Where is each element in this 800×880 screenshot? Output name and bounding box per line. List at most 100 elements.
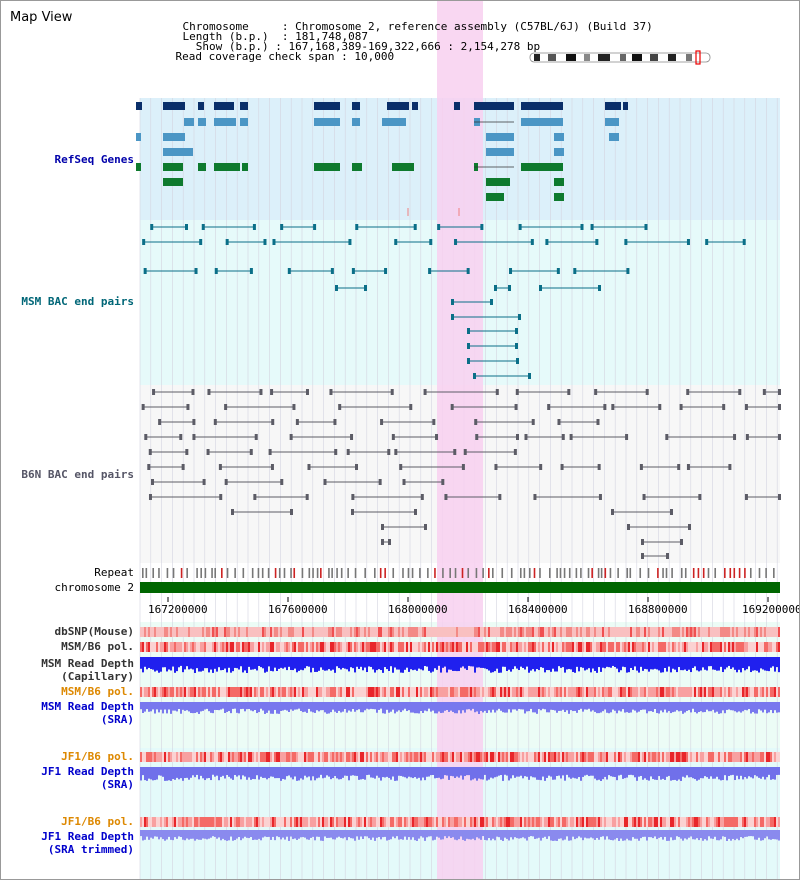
dbsnp-heat <box>318 627 320 637</box>
dbsnp-heat <box>728 627 730 637</box>
jf1-b6-pol-heat <box>552 817 554 827</box>
jf1-b6-pol-heat <box>370 817 372 827</box>
jf1-b6-pol-heat <box>174 752 176 762</box>
jf1-b6-pol-heat <box>154 752 156 762</box>
track-label-b6n-bac[interactable]: B6N BAC end pairs <box>21 468 134 481</box>
track-label-jf1-b6-pol-2[interactable]: JF1/B6 pol. <box>61 815 134 828</box>
jf1-b6-pol-heat <box>474 817 476 827</box>
jf1-b6-pol-heat <box>628 752 630 762</box>
track-label-jf1-depth-sra[interactable]: JF1 Read Depth <box>41 765 134 778</box>
jf1-b6-pol-heat <box>308 752 310 762</box>
msm-b6-pol-heat <box>370 687 372 697</box>
jf1-depth-sra-bar <box>268 767 270 779</box>
track-label-msm-bac[interactable]: MSM BAC end pairs <box>21 295 134 308</box>
msm-b6-pol-heat <box>368 642 370 652</box>
jf1-b6-pol-heat <box>490 817 492 827</box>
jf1-depth-trimmed-bar <box>750 830 752 837</box>
gene-exon <box>454 102 460 110</box>
jf1-depth-sra-bar <box>590 767 592 776</box>
msm-b6-pol-heat <box>506 687 508 697</box>
ideogram-band <box>668 54 676 61</box>
dbsnp-heat <box>760 627 762 637</box>
dbsnp-heat <box>580 627 582 637</box>
jf1-b6-pol-heat <box>230 752 232 762</box>
msm-b6-pol-heat <box>168 642 170 652</box>
track-label-jf1-depth-trimmed[interactable]: JF1 Read Depth <box>41 830 134 843</box>
jf1-depth-trimmed-bar <box>598 830 600 840</box>
track-label-dbsnp[interactable]: dbSNP(Mouse) <box>54 625 134 638</box>
msm-depth-capillary-bar <box>698 657 700 672</box>
jf1-b6-pol-heat <box>290 752 292 762</box>
jf1-depth-trimmed-bar <box>168 830 170 837</box>
msm-depth-sra-bar <box>314 702 316 713</box>
dbsnp-heat <box>244 627 246 637</box>
jf1-depth-trimmed-bar <box>652 830 654 839</box>
msm-depth-sra-bar <box>702 702 704 713</box>
msm-depth-sra-bar <box>508 702 510 710</box>
jf1-b6-pol-heat <box>590 752 592 762</box>
repeat-mark <box>738 568 741 578</box>
msm-depth-capillary-bar <box>200 657 202 672</box>
jf1-depth-sra-bar <box>252 767 254 779</box>
jf1-depth-trimmed-bar <box>534 830 536 839</box>
msm-b6-pol-heat <box>434 687 436 697</box>
track-label-msm-depth-capillary[interactable]: MSM Read Depth <box>41 657 134 670</box>
msm-b6-pol-heat <box>626 687 628 697</box>
dbsnp-heat <box>194 627 196 637</box>
msm-b6-pol-heat <box>224 642 226 652</box>
repeat-mark <box>580 568 582 578</box>
jf1-depth-trimmed-bar <box>180 830 182 837</box>
msm-depth-sra-bar <box>532 702 534 713</box>
msm-depth-capillary-bar <box>374 657 376 673</box>
repeat-mark <box>274 568 277 578</box>
jf1-b6-pol-heat <box>370 752 372 762</box>
msm-b6-pol-heat <box>382 687 384 697</box>
jf1-depth-sra-bar <box>144 767 146 781</box>
gene-exon <box>352 163 362 171</box>
jf1-b6-pol-heat <box>690 752 692 762</box>
jf1-depth-trimmed-bar <box>444 830 446 837</box>
b6n-bac-pair-end <box>259 389 263 395</box>
b6n-bac-pair-end <box>698 494 702 500</box>
jf1-depth-sra-bar <box>422 767 424 778</box>
msm-b6-pol-heat <box>450 642 452 652</box>
jf1-b6-pol-heat <box>214 817 216 827</box>
jf1-b6-pol-heat <box>268 752 270 762</box>
b6n-bac-pair-end <box>147 464 151 470</box>
dbsnp-heat <box>572 627 574 637</box>
track-label-msm-b6-pol-1[interactable]: MSM/B6 pol. <box>61 640 134 653</box>
gene-exon <box>486 193 504 201</box>
b6n-bac-pair-end <box>514 404 518 410</box>
jf1-depth-trimmed-bar <box>778 830 780 841</box>
dbsnp-heat <box>440 627 442 637</box>
jf1-depth-trimmed-bar <box>518 830 520 839</box>
msm-depth-sra-bar <box>640 702 642 711</box>
b6n-bac-pair-end <box>539 464 543 470</box>
track-label-msm-depth-sra[interactable]: MSM Read Depth <box>41 700 134 713</box>
jf1-depth-sra-bar <box>476 767 478 781</box>
track-label-refseq[interactable]: RefSeq Genes <box>54 153 134 166</box>
track-label-msm-b6-pol-2[interactable]: MSM/B6 pol. <box>61 685 134 698</box>
msm-bac-pair-end <box>556 268 560 274</box>
jf1-b6-pol-heat <box>498 817 500 827</box>
jf1-depth-sra-bar <box>462 767 464 780</box>
jf1-b6-pol-heat <box>640 752 642 762</box>
dbsnp-heat <box>378 627 380 637</box>
jf1-depth-trimmed-bar <box>624 830 626 841</box>
msm-depth-capillary-bar <box>696 657 698 671</box>
msm-depth-sra-bar <box>420 702 422 712</box>
b6n-bac-pair-end <box>292 404 296 410</box>
jf1-b6-pol-heat <box>158 817 160 827</box>
jf1-b6-pol-heat <box>776 817 778 827</box>
b6n-bac-pair-end <box>598 494 602 500</box>
jf1-b6-pol-heat <box>410 817 412 827</box>
track-label-jf1-b6-pol-1[interactable]: JF1/B6 pol. <box>61 750 134 763</box>
jf1-depth-sra-bar <box>652 767 654 780</box>
jf1-b6-pol-heat <box>654 752 656 762</box>
jf1-b6-pol-heat <box>236 752 238 762</box>
ideogram-position-marker <box>695 50 701 65</box>
msm-depth-sra-bar <box>490 702 492 713</box>
msm-depth-capillary-bar <box>442 657 444 668</box>
repeat-mark <box>331 568 333 578</box>
